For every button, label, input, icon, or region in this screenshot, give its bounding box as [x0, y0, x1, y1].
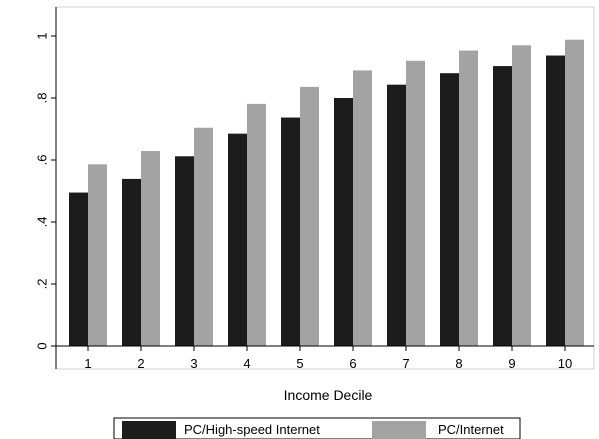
bars-group: [69, 39, 584, 347]
x-tick-label: 6: [349, 356, 356, 371]
y-tick-label: .6: [35, 155, 50, 166]
y-tick-label: .8: [35, 93, 50, 104]
bar-series-1-decile-10: [546, 55, 565, 346]
y-tick-label: 0: [35, 342, 50, 349]
bar-series-1-decile-3: [175, 156, 194, 346]
legend: PC/High-speed Internet PC/Internet: [113, 417, 521, 439]
bar-series-1-decile-4: [228, 133, 247, 346]
bar-series-2-decile-9: [512, 45, 531, 347]
x-tick-label: 7: [402, 356, 409, 371]
bar-series-2-decile-8: [459, 50, 478, 346]
legend-label-series-2: PC/Internet: [438, 422, 504, 437]
x-tick-label: 10: [558, 356, 572, 371]
bar-series-2-decile-3: [194, 127, 213, 346]
bar-series-2-decile-1: [88, 164, 107, 346]
bar-series-2-decile-2: [141, 151, 160, 346]
bar-series-1-decile-6: [334, 98, 353, 346]
bar-series-2-decile-6: [353, 70, 372, 346]
x-axis-title: Income Decile: [284, 387, 373, 403]
bar-series-1-decile-7: [387, 84, 406, 347]
x-tick-label: 5: [296, 356, 303, 371]
bar-series-1-decile-9: [493, 66, 512, 346]
x-tick-label: 9: [508, 356, 515, 371]
x-tick-label: 2: [137, 356, 144, 371]
x-tick-label: 4: [243, 356, 250, 371]
bar-series-1-decile-5: [281, 117, 300, 346]
y-tick-label: .4: [35, 217, 50, 228]
bar-series-2-decile-10: [565, 39, 584, 346]
bar-series-1-decile-8: [440, 73, 459, 346]
x-tick-label: 1: [84, 356, 91, 371]
x-ticks-group: 1 2 3 4 5 6 7 8 9 10: [84, 346, 572, 371]
bar-series-2-decile-5: [300, 86, 319, 346]
bar-series-2-decile-7: [406, 60, 425, 347]
bar-series-2-decile-4: [247, 103, 266, 346]
legend-swatch-series-2: [372, 421, 426, 439]
bar-series-1-decile-1: [69, 192, 88, 346]
legend-swatch-series-1: [122, 421, 176, 439]
x-tick-label: 3: [190, 356, 197, 371]
x-tick-label: 8: [455, 356, 462, 371]
y-tick-label: .2: [35, 279, 50, 290]
y-ticks-group: 0 .2 .4 .6 .8 1: [35, 32, 56, 350]
bar-series-1-decile-2: [122, 178, 141, 346]
y-tick-label: 1: [35, 32, 50, 39]
legend-label-series-1: PC/High-speed Internet: [184, 422, 320, 437]
